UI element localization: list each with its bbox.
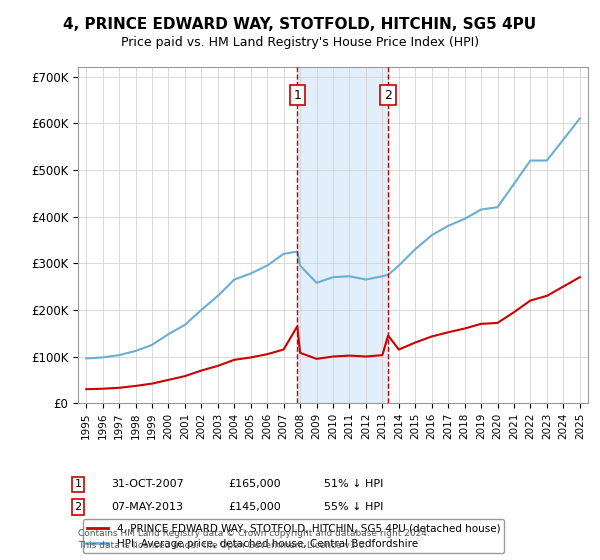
Text: Price paid vs. HM Land Registry's House Price Index (HPI): Price paid vs. HM Land Registry's House … bbox=[121, 36, 479, 49]
Text: 2: 2 bbox=[384, 88, 392, 102]
Text: 2: 2 bbox=[74, 502, 82, 512]
Text: This data is licensed under the Open Government Licence v3.0.: This data is licensed under the Open Gov… bbox=[78, 542, 367, 550]
Bar bbox=[297, 67, 388, 403]
Text: 4, PRINCE EDWARD WAY, STOTFOLD, HITCHIN, SG5 4PU: 4, PRINCE EDWARD WAY, STOTFOLD, HITCHIN,… bbox=[64, 17, 536, 32]
Text: 55% ↓ HPI: 55% ↓ HPI bbox=[324, 502, 383, 512]
Legend: 4, PRINCE EDWARD WAY, STOTFOLD, HITCHIN, SG5 4PU (detached house), HPI: Average : 4, PRINCE EDWARD WAY, STOTFOLD, HITCHIN,… bbox=[83, 519, 505, 553]
Text: 1: 1 bbox=[74, 479, 82, 489]
Text: £145,000: £145,000 bbox=[228, 502, 281, 512]
Text: 31-OCT-2007: 31-OCT-2007 bbox=[111, 479, 184, 489]
Text: 07-MAY-2013: 07-MAY-2013 bbox=[111, 502, 183, 512]
Text: Contains HM Land Registry data © Crown copyright and database right 2024.: Contains HM Land Registry data © Crown c… bbox=[78, 529, 430, 538]
Text: 1: 1 bbox=[293, 88, 301, 102]
Text: £165,000: £165,000 bbox=[228, 479, 281, 489]
Text: 51% ↓ HPI: 51% ↓ HPI bbox=[324, 479, 383, 489]
